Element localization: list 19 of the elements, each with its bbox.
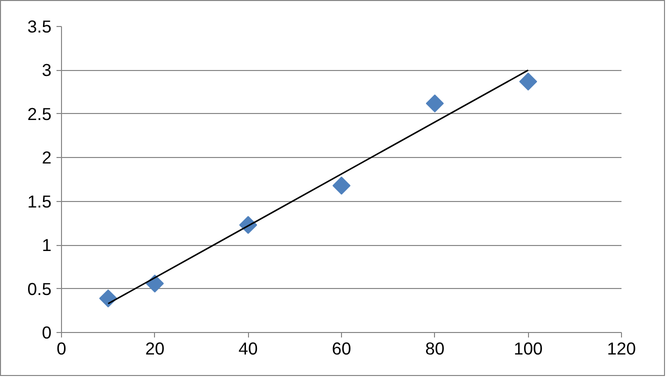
point (332, 176, 350, 195)
y-tick-label: 3 (42, 60, 52, 80)
point (426, 94, 444, 112)
y-tick-label: 0 (42, 322, 52, 342)
y-tick-label: 2 (42, 148, 52, 168)
y-tick-label: 3.5 (27, 16, 52, 36)
y-tick-label: 1.5 (27, 191, 52, 212)
x-tick-label: 100 (514, 338, 543, 358)
y-tick-label: 2.5 (27, 104, 52, 124)
x-tick-label: 80 (425, 338, 444, 358)
x-tick-label: 0 (56, 338, 66, 358)
y-tick-label: 0.5 (27, 278, 52, 299)
x-tick-label: 40 (238, 338, 258, 358)
point (519, 72, 538, 91)
x-tick-label: 120 (607, 338, 636, 358)
point (99, 289, 118, 308)
x-tick-label: 60 (332, 338, 352, 358)
y-tick-label: 1 (42, 235, 52, 256)
x-tick-label: 20 (145, 338, 164, 358)
